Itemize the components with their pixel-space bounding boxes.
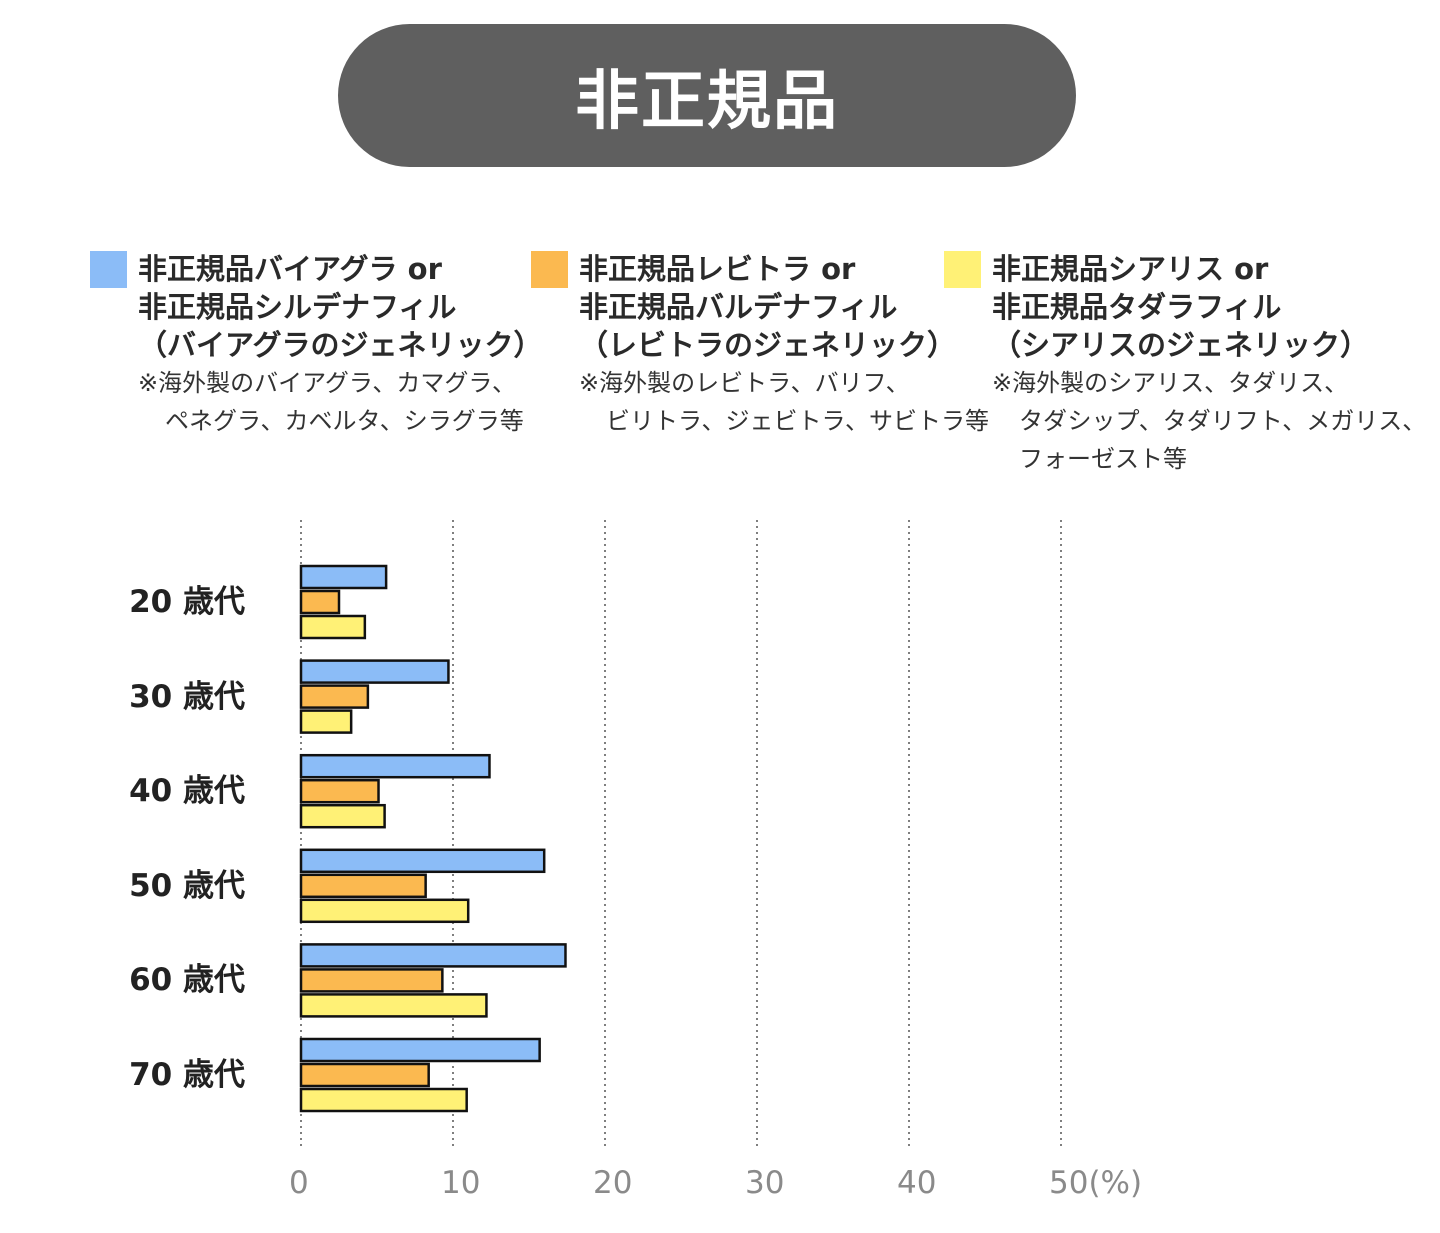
bar <box>299 778 380 804</box>
bars <box>299 564 567 1113</box>
tick-label: 30 <box>745 1165 785 1201</box>
legend-text: 非正規品シアリス or 非正規品タダラフィル （シアリスのジェネリック） ※海外製のシ… <box>992 250 1426 478</box>
bar <box>299 709 353 734</box>
legend-note-line: ※海外製のレビトラ、バリフ、 <box>579 369 910 397</box>
legend-label-line: （シアリスのジェネリック） <box>992 328 1370 362</box>
category-label: 20 歳代 <box>129 584 245 620</box>
legend-label-line: （バイアグラのジェネリック） <box>138 328 543 362</box>
legend-note-line: フォーゼスト等 <box>1019 445 1187 473</box>
category-label: 30 歳代 <box>129 678 245 715</box>
legend-label-line: 非正規品シアリス or <box>992 252 1269 286</box>
bar <box>299 684 370 709</box>
category-label: 60 歳代 <box>129 962 245 999</box>
bar <box>299 898 470 924</box>
category-label: 40 歳代 <box>129 773 245 810</box>
legend-label-line: 非正規品タダラフィル <box>992 290 1282 324</box>
tick-label: 50(%) <box>1049 1165 1143 1201</box>
legend-label-line: 非正規品バルデナフィル <box>579 290 898 324</box>
bar <box>299 968 444 993</box>
legend-text: 非正規品バイアグラ or 非正規品シルデナフィル （バイアグラのジェネリック） ※海外… <box>138 250 543 440</box>
legend-note-line: タダシップ、タダリフト、メガリス、 <box>1019 407 1427 435</box>
tick-label: 40 <box>897 1165 937 1201</box>
tick-label: 20 <box>593 1165 633 1201</box>
legend-swatch <box>531 251 568 288</box>
bar <box>299 1087 468 1113</box>
legend-text: 非正規品レビトラ or 非正規品バルデナフィル （レビトラのジェネリック） ※海外製の… <box>579 250 989 440</box>
tick-label: 0 <box>289 1165 309 1201</box>
category-label: 50 歳代 <box>129 867 245 904</box>
tick-label: 10 <box>441 1165 481 1201</box>
bar <box>299 993 488 1018</box>
chart-title: 非正規品 <box>338 24 1076 167</box>
legend-label-line: （レビトラのジェネリック） <box>579 328 957 362</box>
bar <box>299 803 386 829</box>
legend-note-line: ビリトラ、ジェビトラ、サビトラ等 <box>606 407 990 435</box>
category-label: 70 歳代 <box>129 1057 245 1093</box>
legend-label-line: 非正規品バイアグラ or <box>138 252 442 286</box>
legend-label-line: 非正規品シルデナフィル <box>138 290 457 324</box>
legend-label-line: 非正規品レビトラ or <box>579 252 856 286</box>
legend-swatch <box>90 251 127 288</box>
bar <box>299 848 546 874</box>
legend-note-line: ※海外製のバイアグラ、カマグラ、 <box>138 369 516 397</box>
bar <box>299 1062 430 1088</box>
bar <box>299 873 427 899</box>
bar <box>299 564 388 590</box>
bar <box>299 659 450 684</box>
bar <box>299 1037 541 1063</box>
bar <box>299 589 341 615</box>
legend-note-line: ペネグラ、カベルタ、シラグラ等 <box>165 407 524 435</box>
bar <box>299 753 491 779</box>
bar <box>299 943 567 968</box>
legend-swatch <box>944 251 981 288</box>
legend-note-line: ※海外製のシアリス、タダリス、 <box>992 369 1349 397</box>
bar <box>299 614 367 640</box>
